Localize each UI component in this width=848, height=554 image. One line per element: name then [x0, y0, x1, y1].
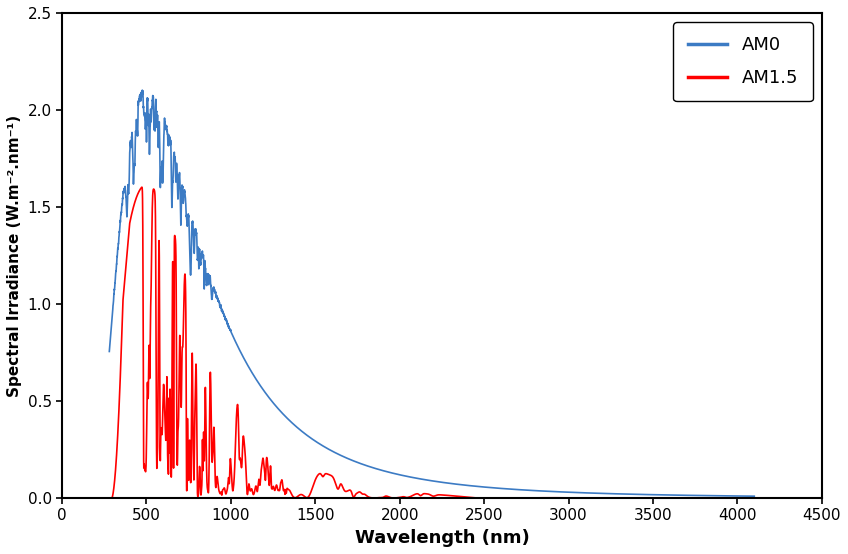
- AM1.5: [514, 495, 524, 501]
- AM1.5: [486, 495, 496, 501]
- AM1.5: [137, 184, 147, 191]
- Y-axis label: Spectral Irradiance (W.m⁻².nm⁻¹): Spectral Irradiance (W.m⁻².nm⁻¹): [7, 115, 22, 397]
- AM0: [749, 493, 759, 500]
- AM0: [514, 486, 524, 493]
- AM0: [616, 491, 627, 497]
- AM0: [137, 87, 148, 94]
- AM1.5: [749, 495, 759, 501]
- Line: AM1.5: AM1.5: [109, 187, 754, 498]
- AM0: [104, 348, 114, 355]
- AM1.5: [137, 184, 147, 191]
- AM0: [338, 453, 348, 460]
- AM1.5: [616, 495, 627, 501]
- AM0: [486, 484, 496, 491]
- Line: AM0: AM0: [109, 90, 754, 496]
- AM1.5: [338, 484, 348, 491]
- AM0: [583, 490, 593, 496]
- AM1.5: [583, 495, 593, 501]
- Legend: AM0, AM1.5: AM0, AM1.5: [673, 22, 812, 101]
- AM0: [137, 88, 147, 95]
- AM1.5: [104, 495, 114, 501]
- X-axis label: Wavelength (nm): Wavelength (nm): [354, 529, 529, 547]
